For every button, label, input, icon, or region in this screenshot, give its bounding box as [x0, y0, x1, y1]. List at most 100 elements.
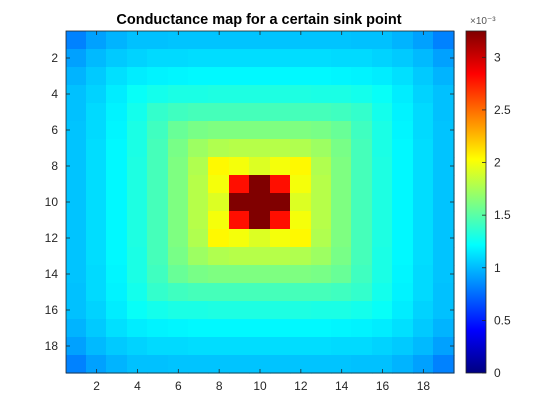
y-tick-label: 14	[45, 267, 59, 281]
x-tick-label: 4	[134, 379, 141, 393]
heatmap-cell	[433, 67, 455, 86]
heatmap-cell	[351, 355, 373, 374]
heatmap-cell	[147, 319, 169, 338]
heatmap-cell	[392, 67, 414, 86]
heatmap-cell	[372, 103, 393, 122]
heatmap-cell	[372, 139, 393, 158]
heatmap-cell	[351, 121, 373, 140]
x-tick-label: 16	[376, 379, 390, 393]
heatmap-cell	[331, 319, 352, 338]
heatmap-cell	[229, 103, 250, 122]
heatmap-cell	[249, 139, 271, 158]
heatmap-cell	[311, 337, 332, 356]
heatmap-cell	[208, 247, 230, 266]
heatmap-cell	[290, 157, 312, 176]
heatmap-cell	[372, 67, 393, 86]
heatmap-cell	[392, 175, 414, 194]
heatmap-cell	[208, 229, 230, 248]
heatmap-cell	[66, 139, 87, 158]
heatmap-cell	[147, 139, 169, 158]
heatmap-cell	[433, 211, 455, 230]
heatmap-cell	[188, 355, 209, 374]
heatmap-cell	[127, 121, 148, 140]
heatmap-cell	[66, 319, 87, 338]
heatmap-cell	[413, 49, 434, 68]
heatmap-cell	[147, 175, 169, 194]
heatmap-cell	[106, 301, 128, 320]
heatmap-cell	[106, 283, 128, 302]
heatmap-cell	[229, 31, 250, 50]
heatmap-cell	[208, 193, 230, 212]
heatmap-cell	[188, 67, 209, 86]
heatmap-cell	[413, 85, 434, 104]
heatmap-cell	[106, 175, 128, 194]
heatmap-cell	[168, 265, 189, 284]
heatmap-cell	[249, 265, 271, 284]
heatmap-cell	[413, 265, 434, 284]
heatmap-cell	[106, 31, 128, 50]
heatmap-cell	[249, 103, 271, 122]
heatmap-cell	[331, 247, 352, 266]
heatmap-cell	[331, 49, 352, 68]
heatmap-cell	[311, 139, 332, 158]
heatmap-cell	[106, 49, 128, 68]
heatmap-cell	[270, 211, 291, 230]
heatmap-cell	[351, 139, 373, 158]
heatmap-cell	[270, 175, 291, 194]
heatmap-cell	[270, 67, 291, 86]
x-tick-label: 2	[93, 379, 100, 393]
heatmap-cell	[147, 157, 169, 176]
heatmap-cell	[249, 211, 271, 230]
heatmap-cell	[229, 211, 250, 230]
heatmap-cell	[392, 229, 414, 248]
heatmap-cell	[147, 67, 169, 86]
heatmap-cell	[290, 211, 312, 230]
heatmap-cell	[413, 301, 434, 320]
heatmap-cell	[433, 319, 455, 338]
heatmap-cell	[351, 103, 373, 122]
heatmap-cell	[168, 121, 189, 140]
heatmap-cell	[331, 121, 352, 140]
x-tick-label: 6	[175, 379, 182, 393]
heatmap-cell	[290, 121, 312, 140]
heatmap-cell	[290, 319, 312, 338]
heatmap-cell	[372, 49, 393, 68]
heatmap-cell	[188, 211, 209, 230]
heatmap-cell	[106, 193, 128, 212]
heatmap-cell	[188, 301, 209, 320]
heatmap-cell	[392, 85, 414, 104]
colorbar-multiplier: ×10⁻³	[470, 16, 496, 27]
heatmap-cell	[168, 247, 189, 266]
heatmap-cell	[147, 121, 169, 140]
heatmap-cell	[168, 229, 189, 248]
heatmap-cell	[188, 229, 209, 248]
colorbar-tick-label: 1	[494, 261, 501, 275]
heatmap-cell	[311, 319, 332, 338]
heatmap-cell	[208, 211, 230, 230]
heatmap-cell	[392, 103, 414, 122]
heatmap-cell	[147, 85, 169, 104]
heatmap-cell	[270, 229, 291, 248]
heatmap-cell	[249, 85, 271, 104]
heatmap-cell	[392, 337, 414, 356]
heatmap-cell	[188, 49, 209, 68]
heatmap-cell	[229, 319, 250, 338]
heatmap-cell	[311, 301, 332, 320]
heatmap-cell	[86, 175, 107, 194]
heatmap-cell	[270, 247, 291, 266]
heatmap-cell	[86, 49, 107, 68]
heatmap-cell	[331, 175, 352, 194]
heatmap-cell	[290, 175, 312, 194]
heatmap-cell	[351, 175, 373, 194]
heatmap-cell	[229, 121, 250, 140]
heatmap-cell	[249, 175, 271, 194]
heatmap-cell	[270, 121, 291, 140]
heatmap-cell	[290, 247, 312, 266]
heatmap-cell	[311, 121, 332, 140]
heatmap-cell	[413, 103, 434, 122]
chart-title: Conductance map for a certain sink point	[116, 12, 401, 28]
heatmap-cell	[413, 139, 434, 158]
heatmap-cell	[311, 229, 332, 248]
heatmap-cell	[86, 193, 107, 212]
